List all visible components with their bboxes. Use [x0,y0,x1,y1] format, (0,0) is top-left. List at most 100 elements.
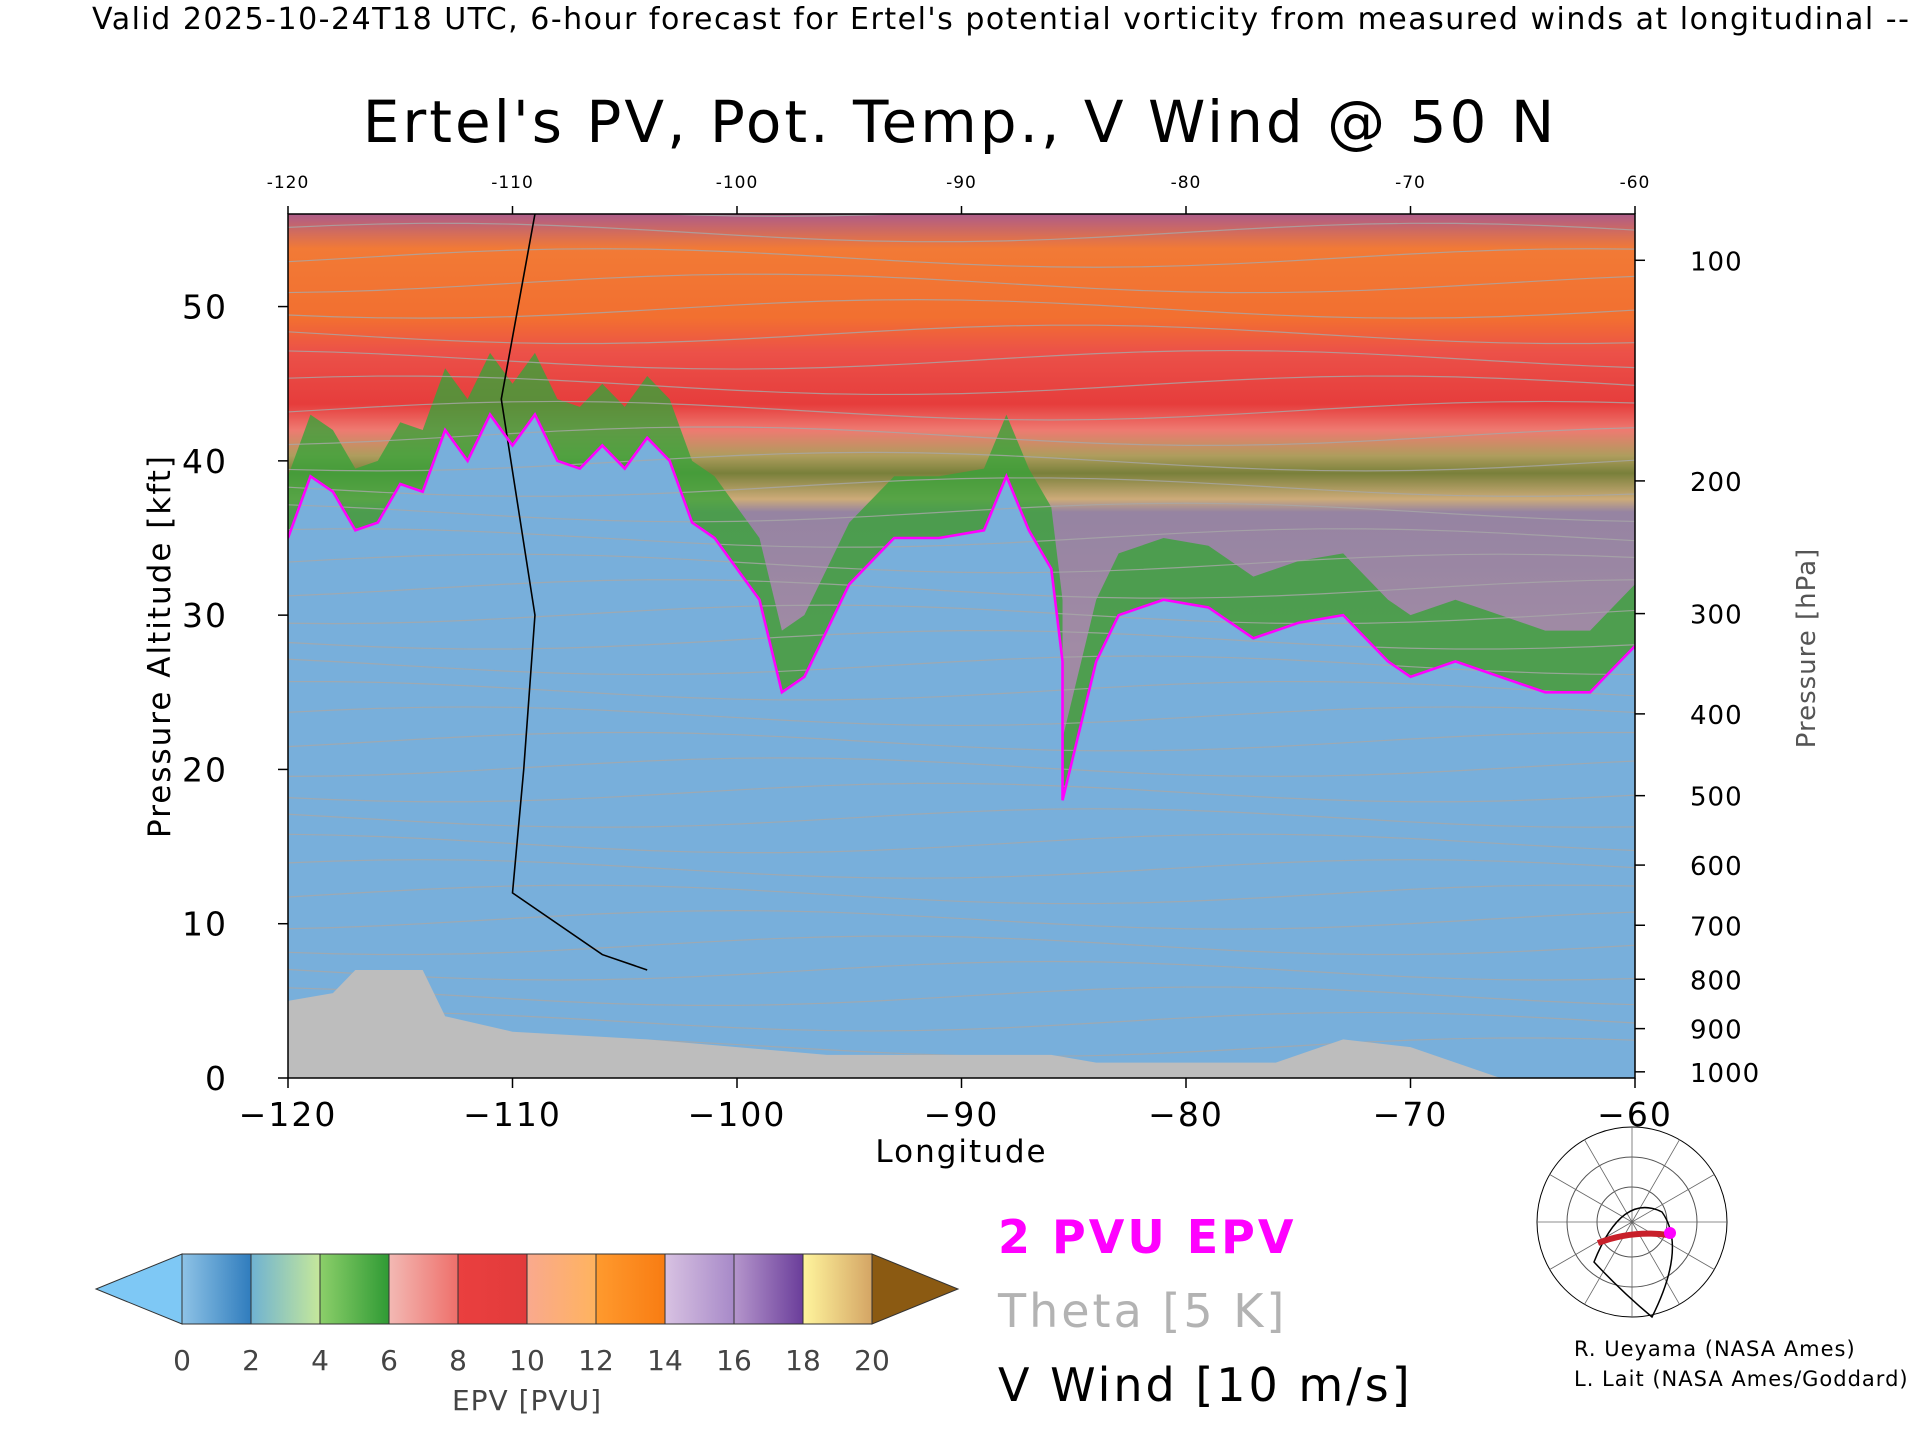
colorbar: 0 2 4 6 8 10 12 14 16 18 20 EPV [PVU] [94,1253,960,1417]
top-tick-label: -70 [1395,173,1426,193]
theta-contour [288,426,1635,446]
pressure-tick-label: 900 [1690,1016,1743,1046]
theta-contour [288,248,1635,268]
pressure-tick-label: 700 [1690,912,1743,942]
theta-contour [288,528,1635,548]
pressure-tick-label: 300 [1690,601,1743,631]
theta-contour [288,782,1635,803]
x-tick-label: −70 [1373,1095,1449,1134]
theta-contour [288,349,1635,370]
colorbar-under-arrow [94,1253,183,1325]
theta-contour [288,859,1635,879]
pressure-tick-label: 200 [1690,468,1743,498]
colorbar-tick-label: 12 [578,1344,614,1377]
pressure-axis-label: Pressure [hPa] [1792,548,1822,749]
theta-contour [288,299,1635,319]
tropopause-2pvu-line [288,412,1635,801]
theta-contour [288,553,1635,574]
colorbar-bin [665,1254,735,1324]
y-tick-label: 0 [205,1059,228,1098]
theta-contour [288,960,1635,981]
colorbar-bin [320,1254,390,1324]
legend-theta: Theta [5 K] [998,1284,1288,1338]
vwind-contour [500,214,648,971]
theta-contour [288,400,1635,421]
y-tick-label: 30 [182,596,228,635]
theta-contour [288,655,1635,676]
legend-epv-2pvu: 2 PVU EPV [998,1210,1297,1264]
theta-contour [288,680,1635,701]
colorbar-bin [803,1254,873,1324]
route-locator-map [1536,1126,1728,1319]
x-tick-label: −120 [239,1095,338,1134]
map-coastline [1593,1206,1674,1319]
colorbar-tick-label: 2 [242,1344,260,1377]
colorbar-bin [527,1254,597,1324]
top-tick-label: -100 [716,173,759,193]
pressure-tick-label: 400 [1690,701,1743,731]
colorbar-over-arrow [871,1253,960,1325]
top-tick-label: -120 [267,173,310,193]
colorbar-bin [182,1254,252,1324]
top-tick-label: -90 [946,173,977,193]
pressure-tick-label: 100 [1690,247,1743,277]
theta-contour [288,731,1635,752]
top-tick-label: -80 [1171,173,1202,193]
x-tick-label: −100 [688,1095,787,1134]
x-tick-label: −80 [1148,1095,1224,1134]
colorbar-bin [389,1254,459,1324]
y-tick-label: 10 [182,905,228,944]
map-meridian [1631,1174,1715,1223]
theta-contour [288,502,1635,523]
map-meridian [1549,1174,1633,1223]
chart-title: Ertel's PV, Pot. Temp., V Wind @ 50 N [362,88,1558,156]
theta-contour [288,986,1635,1006]
credit-line-2: L. Lait (NASA Ames/Goddard) [1574,1367,1909,1391]
theta-contour [288,909,1635,930]
map-meridian [1549,1221,1633,1270]
colorbar-tick-label: 4 [311,1344,329,1377]
colorbar-tick-label: 10 [509,1344,545,1377]
theta-contour [288,757,1635,777]
theta-contour [288,375,1635,396]
theta-contour [288,324,1635,345]
theta-contour [288,477,1635,497]
colorbar-tick-label: 16 [716,1344,752,1377]
theta-contour [288,808,1635,828]
pressure-tick-label: 500 [1690,783,1743,813]
y-tick-label: 40 [182,442,228,481]
theta-contour [288,706,1635,727]
x-tick-label: −110 [463,1095,562,1134]
colorbar-tick-label: 14 [647,1344,683,1377]
colorbar-bin [734,1254,804,1324]
terrain [288,970,1635,1078]
theta-contour [288,833,1635,854]
theta-contour [288,1011,1635,1032]
colorbar-bin [596,1254,666,1324]
colorbar-tick-label: 8 [449,1344,467,1377]
pressure-tick-label: 1000 [1690,1059,1760,1089]
pv-green-band [288,352,1635,801]
theta-contour [288,630,1635,650]
map-route-endpoint [1664,1227,1676,1239]
top-tick-label: -110 [491,173,534,193]
y-axis-label: Pressure Altitude [kft] [142,454,178,838]
credits: R. Ueyama (NASA Ames) L. Lait (NASA Ames… [1574,1334,1909,1394]
valid-time-caption: Valid 2025-10-24T18 UTC, 6-hour forecast… [92,2,1920,37]
top-tick-label: -60 [1620,173,1651,193]
theta-contour [288,935,1635,956]
pressure-tick-label: 800 [1690,966,1743,996]
x-axis-label: Longitude [875,1134,1047,1170]
map-route [1596,1230,1669,1246]
plot-area [288,214,1635,1078]
pressure-tick-label: 600 [1690,852,1743,882]
colorbar-tick-label: 20 [854,1344,890,1377]
x-tick-label: −90 [924,1095,1000,1134]
y-tick-label: 50 [182,288,228,327]
colorbar-label: EPV [PVU] [452,1384,602,1417]
colorbar-tick-label: 18 [785,1344,821,1377]
theta-contour [288,222,1635,243]
theta-contour [288,579,1635,599]
colorbar-bin [458,1254,528,1324]
